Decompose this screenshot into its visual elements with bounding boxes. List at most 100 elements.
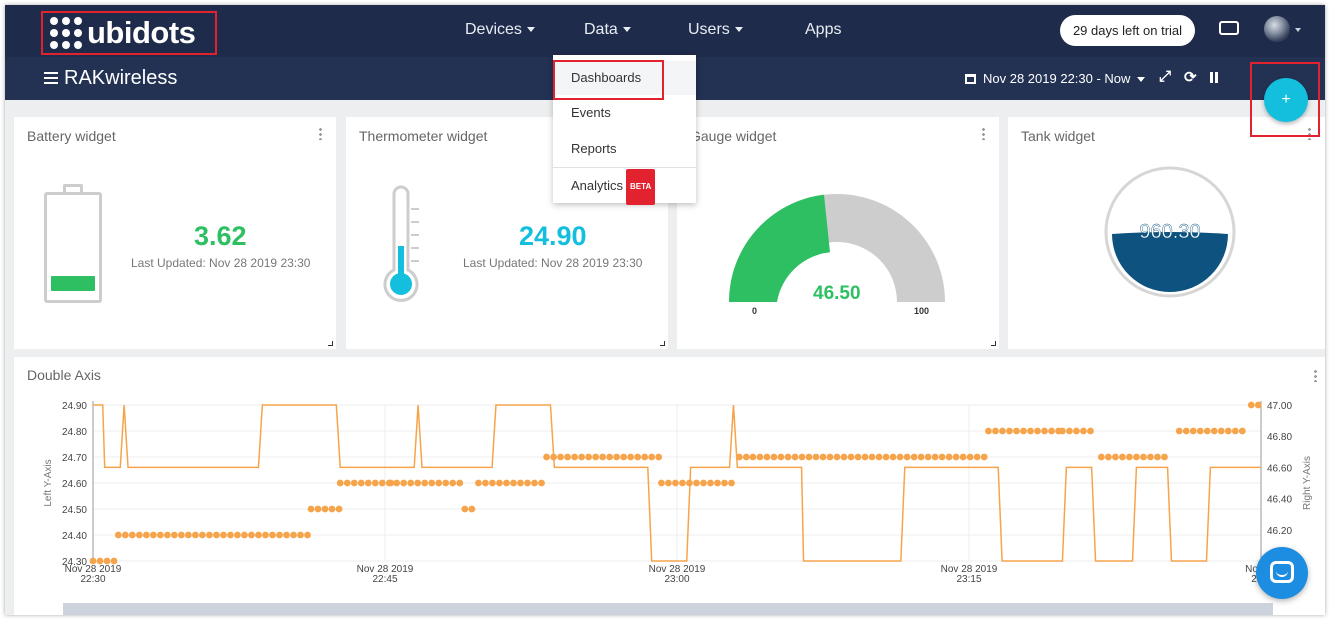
nav-apps-label: Apps <box>805 21 842 38</box>
data-point <box>290 531 297 539</box>
data-point <box>191 531 199 539</box>
data-point <box>1133 453 1140 461</box>
data-point <box>314 505 322 513</box>
data-point <box>435 479 443 487</box>
data-point <box>1118 453 1126 461</box>
chevron-down-icon[interactable] <box>1295 28 1301 32</box>
data-point <box>861 453 869 461</box>
top-navbar: ubidots Devices Data Users Apps 29 days … <box>5 5 1325 57</box>
data-point <box>1087 427 1094 435</box>
data-point <box>749 453 757 461</box>
data-point <box>571 453 579 461</box>
fullscreen-icon[interactable]: ⤢ <box>1159 68 1172 85</box>
more-options-icon[interactable] <box>319 127 322 140</box>
refresh-icon[interactable]: ⟳ <box>1184 69 1197 86</box>
data-point <box>791 453 799 461</box>
data-point <box>1196 427 1204 435</box>
battery-widget: Battery widget 3.62 Last Updated: Nov 28… <box>14 117 336 349</box>
gauge-max: 100 <box>914 306 930 316</box>
trial-badge[interactable]: 29 days left on trial <box>1060 15 1195 46</box>
data-point <box>735 453 743 461</box>
data-point <box>840 453 848 461</box>
data-point <box>128 531 136 539</box>
inbox-icon[interactable] <box>1219 21 1239 35</box>
data-dropdown-menu: Dashboards Events Reports Analytics BETA <box>553 55 696 205</box>
data-point <box>917 453 925 461</box>
data-point <box>742 453 750 461</box>
resize-handle[interactable] <box>328 341 333 346</box>
date-range-picker[interactable]: Nov 28 2019 22:30 - Now <box>965 71 1146 86</box>
menu-item-events[interactable]: Events <box>571 105 611 120</box>
resize-handle[interactable] <box>660 341 665 346</box>
data-point <box>952 453 960 461</box>
dashboard-title[interactable]: RAKwireless <box>64 67 178 89</box>
menu-item-analytics[interactable]: Analytics BETA <box>553 169 696 205</box>
y-tick-label: 24.30 <box>62 557 87 568</box>
data-point <box>707 479 714 487</box>
chat-button[interactable] <box>1256 547 1308 599</box>
nav-users[interactable]: Users <box>688 21 743 39</box>
data-point <box>1097 453 1105 461</box>
data-point <box>985 427 992 435</box>
more-options-icon[interactable] <box>1308 127 1311 140</box>
data-point <box>1224 427 1232 435</box>
data-point <box>156 531 164 539</box>
data-point <box>578 453 586 461</box>
data-point <box>121 531 129 539</box>
add-widget-button[interactable]: + <box>1264 78 1308 122</box>
data-point <box>269 531 276 539</box>
x-tick-date: Nov 28 2019 <box>649 564 706 575</box>
data-point <box>728 479 735 487</box>
data-point <box>770 453 778 461</box>
data-point <box>1154 453 1161 461</box>
data-point <box>999 427 1006 435</box>
data-point <box>973 453 981 461</box>
data-point <box>882 453 890 461</box>
data-point <box>634 453 642 461</box>
nav-data[interactable]: Data <box>584 21 631 39</box>
y2-tick-label: 46.60 <box>1267 463 1292 474</box>
data-point <box>114 531 122 539</box>
data-point <box>163 531 171 539</box>
data-point <box>206 531 213 539</box>
chart-range-scrollbar[interactable] <box>63 603 1273 615</box>
data-point <box>468 505 476 513</box>
avatar[interactable] <box>1264 16 1290 42</box>
more-options-icon[interactable] <box>1314 369 1317 382</box>
data-point <box>364 479 372 487</box>
data-point <box>387 479 395 487</box>
data-point <box>1006 427 1013 435</box>
more-options-icon[interactable] <box>982 127 985 140</box>
resize-handle[interactable] <box>991 341 996 346</box>
data-point <box>442 479 450 487</box>
x-tick-time: 22:45 <box>372 574 397 585</box>
menu-item-reports[interactable]: Reports <box>571 141 617 156</box>
nav-devices[interactable]: Devices <box>465 21 535 39</box>
data-point <box>826 453 834 461</box>
ubidots-logo[interactable]: ubidots <box>41 11 217 55</box>
y-tick-label: 24.90 <box>62 401 87 412</box>
menu-item-dashboards[interactable]: Dashboards <box>553 61 696 95</box>
data-point <box>400 479 408 487</box>
data-point <box>784 453 792 461</box>
data-point <box>1147 453 1154 461</box>
data-point <box>343 479 351 487</box>
data-point <box>110 557 118 565</box>
y2-tick-label: 46.40 <box>1267 495 1292 506</box>
data-point <box>283 531 290 539</box>
data-point <box>1238 427 1246 435</box>
app-window: ubidots Devices Data Users Apps 29 days … <box>5 5 1325 615</box>
gauge-chart <box>728 194 945 302</box>
nav-apps[interactable]: Apps <box>805 21 841 39</box>
battery-icon <box>44 192 102 303</box>
menu-icon[interactable] <box>44 72 58 84</box>
data-point <box>889 453 897 461</box>
data-point <box>875 453 883 461</box>
data-point <box>763 453 771 461</box>
data-point <box>89 557 97 565</box>
data-point <box>149 531 157 539</box>
nav-devices-label: Devices <box>465 21 522 38</box>
data-point <box>798 453 806 461</box>
data-point <box>213 531 220 539</box>
data-point <box>992 427 999 435</box>
